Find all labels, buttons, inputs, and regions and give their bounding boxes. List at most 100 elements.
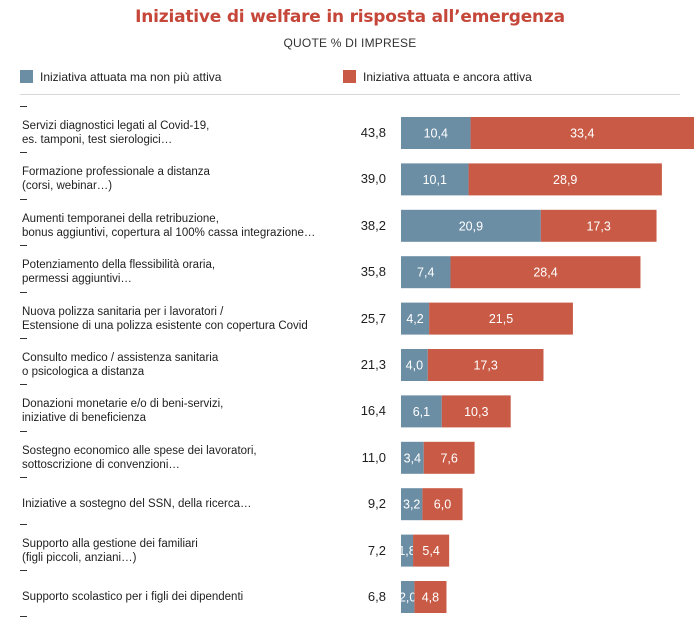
row-separator <box>20 384 27 385</box>
chart-title: Iniziative di welfare in risposta all’em… <box>135 7 565 27</box>
data-label-active: 6,0 <box>434 498 451 512</box>
data-label-former: 3,4 <box>404 451 421 465</box>
total-value: 43,8 <box>360 125 386 140</box>
bar-segment-former <box>401 534 414 567</box>
bar-segment-former <box>401 256 451 289</box>
category-label: Aumenti temporanei della retribuzione, bo… <box>22 212 342 240</box>
data-label-active: 5,4 <box>422 544 439 558</box>
data-label-active: 33,4 <box>570 127 594 141</box>
total-value: 38,2 <box>360 218 386 233</box>
category-label-line: es. tamponi, test sierologici… <box>22 134 173 146</box>
category-label-line: (figli piccoli, anziani…) <box>22 552 137 564</box>
category-label-line: Iniziative a sostegno del SSN, della ric… <box>22 498 252 510</box>
bar-segment-active <box>413 534 450 567</box>
row-separator <box>20 292 27 293</box>
bar-segment-former <box>401 581 415 613</box>
category-label: Nuova polizza sanitaria per i lavoratori… <box>22 305 342 333</box>
category-label-line: Donazioni monetarie e/o di beni-servizi, <box>22 398 224 410</box>
category-label-line: Supporto scolastico per i figli dei dipe… <box>22 591 244 603</box>
data-label-former: 2,0 <box>399 591 416 605</box>
bar-segment-former <box>401 209 541 242</box>
data-label-active: 17,3 <box>586 219 610 233</box>
category-label-line: Consulto medico / assistenza sanitaria <box>22 352 219 364</box>
total-value: 39,0 <box>360 171 386 186</box>
data-label-active: 10,3 <box>464 405 488 419</box>
data-label-active: 28,4 <box>533 266 557 280</box>
total-value: 9,2 <box>367 496 386 511</box>
row-separator <box>20 199 27 200</box>
bar-segment-active <box>540 209 657 242</box>
row-separator <box>20 570 27 571</box>
row-separator <box>20 106 27 107</box>
bar-segment-active <box>423 441 475 474</box>
legend-label-former: Iniziativa attuata ma non più attiva <box>40 70 222 84</box>
category-label-line: Nuova polizza sanitaria per i lavoratori… <box>22 306 224 318</box>
row-separator <box>20 524 27 525</box>
total-value: 35,8 <box>360 264 386 279</box>
category-label: Sostegno economico alle spese dei lavora… <box>22 444 342 472</box>
chart-subtitle: QUOTE % DI IMPRESE <box>283 36 417 50</box>
legend-swatch-active <box>343 70 356 83</box>
data-label-former: 7,4 <box>417 266 434 280</box>
category-label-line: sottoscrizione di convenzioni… <box>22 459 180 471</box>
data-label-former: 6,1 <box>413 405 430 419</box>
row-separator <box>20 616 27 617</box>
total-value: 11,0 <box>361 450 386 465</box>
bar-segment-former <box>401 395 442 428</box>
total-value: 6,8 <box>367 589 386 604</box>
category-label: Iniziative a sostegno del SSN, della ric… <box>22 497 342 511</box>
category-label: Consulto medico / assistenza sanitaria o … <box>22 351 342 379</box>
bar-segment-former <box>401 488 423 521</box>
bar-segment-former <box>401 349 428 381</box>
total-value: 16,4 <box>360 403 386 418</box>
category-label-line: (corsi, webinar…) <box>22 180 113 192</box>
bar-segment-former <box>401 163 469 196</box>
category-label: Donazioni monetarie e/o di beni-servizi,… <box>22 397 342 425</box>
total-value: 25,7 <box>360 311 386 326</box>
category-label-line: permessi aggiuntivi… <box>22 273 132 285</box>
bar-segment-active <box>470 117 694 149</box>
category-label-line: o psicologica a distanza <box>22 366 145 378</box>
category-label-line: Supporto alla gestione dei familiari <box>22 538 198 550</box>
total-value: 21,3 <box>360 357 386 372</box>
data-label-former: 4,0 <box>406 359 423 373</box>
category-label: Potenziamento della flessibilità oraria,… <box>22 258 342 286</box>
total-value: 7,2 <box>367 543 386 558</box>
bar-segment-active <box>468 163 662 196</box>
data-label-former: 4,2 <box>406 312 423 326</box>
category-label-line: Potenziamento della flessibilità oraria, <box>22 259 216 271</box>
data-label-former: 3,2 <box>403 498 420 512</box>
category-label-line: Sostegno economico alle spese dei lavora… <box>22 445 257 457</box>
data-label-former: 1,8 <box>398 544 415 558</box>
data-label-active: 7,6 <box>440 451 457 465</box>
category-label-line: Aumenti temporanei della retribuzione, <box>22 213 219 225</box>
bar-segment-active <box>422 488 463 521</box>
legend-label-active: Iniziativa attuata e ancora attiva <box>363 70 532 84</box>
category-label: Supporto scolastico per i figli dei dipe… <box>22 590 342 604</box>
data-label-active: 28,9 <box>553 173 577 187</box>
data-label-active: 21,5 <box>489 312 513 326</box>
category-label-line: Servizi diagnostici legati al Covid-19, <box>22 120 210 132</box>
row-separator <box>20 477 27 478</box>
category-label-line: Formazione professionale a distanza <box>22 166 210 178</box>
category-label: Servizi diagnostici legati al Covid-19, e… <box>22 119 342 147</box>
category-label-line: Estensione di una polizza esistente con … <box>22 320 308 332</box>
bar-segment-former <box>401 117 471 149</box>
bar-segment-former <box>401 302 430 335</box>
legend-swatch-former <box>20 70 33 83</box>
data-label-active: 4,8 <box>422 591 439 605</box>
category-label-line: bonus aggiuntivi, copertura al 100% cass… <box>22 227 316 239</box>
row-separator <box>20 152 27 153</box>
category-label: Formazione professionale a distanza (cors… <box>22 165 342 193</box>
bar-segment-active <box>414 581 447 613</box>
data-label-former: 10,4 <box>424 127 448 141</box>
data-label-former: 20,9 <box>459 219 483 233</box>
legend-divider <box>20 94 680 95</box>
category-label: Supporto alla gestione dei familiari (fig… <box>22 537 342 565</box>
data-label-former: 10,1 <box>423 173 447 187</box>
row-separator <box>20 431 27 432</box>
bar-segment-active <box>427 349 544 381</box>
bar-segment-former <box>401 441 424 474</box>
row-separator <box>20 245 27 246</box>
